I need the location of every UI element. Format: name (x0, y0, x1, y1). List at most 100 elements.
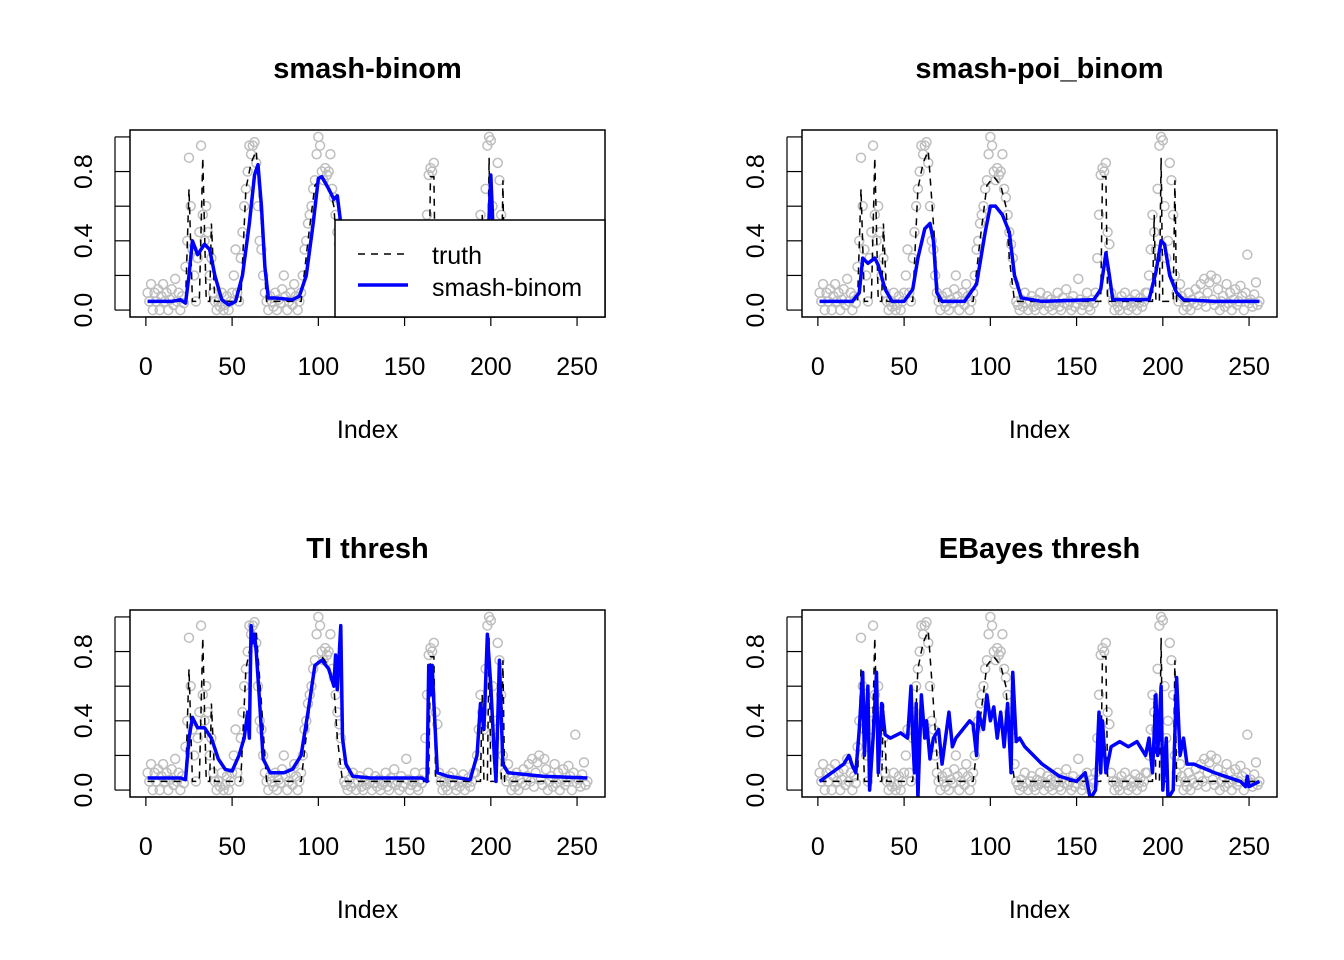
estimate-line (819, 204, 1260, 304)
panel-2: smash-poi_binom Index 0 50 100 150 200 250 0.0 0.… (742, 53, 1278, 444)
observed-point (319, 162, 331, 174)
observed-point (855, 632, 867, 643)
observed-point (380, 767, 391, 779)
observed-point (976, 209, 987, 221)
observed-point (960, 278, 972, 290)
observed-point (154, 304, 165, 316)
y-tick-label: 0.0 (742, 773, 770, 808)
observed-point (185, 680, 196, 692)
observed-point (145, 278, 157, 290)
observed-point (1060, 764, 1072, 775)
observed-point (228, 270, 240, 281)
x-axis-label: Index (1009, 896, 1071, 924)
observed-point (1133, 777, 1144, 789)
observed-point (819, 304, 831, 316)
observed-point (1088, 777, 1100, 789)
observed-point (157, 758, 169, 770)
observed-point (954, 304, 965, 316)
observed-point (1164, 157, 1175, 169)
observed-point (1104, 239, 1115, 250)
observed-point (540, 764, 552, 775)
truth-line (147, 630, 588, 783)
x-tick-label: 0 (811, 353, 825, 381)
y-tick-label: 0.0 (70, 293, 98, 328)
observed-point (163, 304, 174, 316)
observed-point (290, 770, 302, 782)
observed-point (256, 244, 267, 255)
estimate-line (147, 623, 588, 784)
observed-point (1242, 729, 1253, 740)
observed-point (845, 287, 856, 299)
x-tick-label: 250 (556, 353, 598, 381)
observed-point (195, 620, 207, 631)
observed-point (178, 297, 190, 309)
observed-point (867, 620, 879, 631)
observed-point (475, 209, 486, 221)
legend-entry-estimate: smash-binom (432, 274, 582, 302)
panel-title: TI thresh (306, 533, 428, 565)
panel-title: EBayes thresh (939, 533, 1141, 565)
observed-point (1166, 174, 1177, 186)
observed-point (962, 290, 974, 302)
observed-point (960, 758, 972, 770)
observed-point (423, 649, 434, 661)
observed-point (230, 244, 241, 255)
observed-point (214, 781, 226, 792)
observed-point (886, 781, 898, 792)
observed-point (1166, 654, 1177, 666)
observed-point (428, 637, 440, 649)
observed-point (910, 200, 922, 212)
observed-point (237, 226, 248, 238)
y-tick-label: 0.0 (742, 293, 770, 328)
observed-point (985, 611, 996, 623)
observed-point (890, 304, 901, 316)
observed-point (325, 148, 336, 160)
observed-point (230, 724, 241, 735)
observed-point (214, 301, 226, 312)
observed-point (1211, 273, 1222, 285)
observed-point (1212, 284, 1224, 295)
observed-point (826, 304, 837, 316)
observed-point (866, 226, 877, 238)
observed-point (981, 174, 993, 186)
x-tick-label: 100 (969, 833, 1011, 861)
observed-point (990, 174, 1001, 186)
observed-point (319, 642, 331, 654)
observed-point (202, 226, 214, 238)
observed-point (902, 244, 913, 255)
observed-point (195, 140, 207, 151)
x-tick-label: 150 (384, 353, 426, 381)
observed-point (1093, 209, 1105, 221)
observed-point (185, 200, 196, 212)
observed-point (973, 235, 984, 247)
observed-point (1174, 278, 1186, 290)
observed-point (570, 729, 581, 740)
observed-point (1119, 287, 1131, 299)
observed-point (1250, 757, 1262, 768)
y-tick-label: 0.8 (70, 634, 98, 669)
observed-point (311, 148, 322, 160)
observed-point (990, 654, 1001, 666)
observed-point (288, 278, 300, 290)
x-tick-label: 200 (470, 833, 512, 861)
x-tick-label: 100 (297, 353, 339, 381)
observed-point (1157, 135, 1169, 146)
truth-line (819, 630, 1260, 783)
observed-point (238, 200, 250, 212)
observed-point (1230, 764, 1241, 775)
observed-point (995, 646, 1006, 657)
observed-point (238, 680, 250, 692)
truth-line (819, 150, 1260, 303)
x-tick-label: 250 (1228, 353, 1270, 381)
x-axis-label: Index (337, 416, 399, 444)
observed-point (190, 776, 202, 787)
observed-point (862, 296, 874, 307)
observed-point (464, 781, 476, 792)
observed-point (991, 162, 1003, 174)
observed-point (314, 620, 326, 631)
observed-point (197, 689, 209, 701)
observed-point (459, 784, 471, 796)
observed-point (249, 136, 260, 148)
observed-point (314, 140, 326, 151)
observed-point (1000, 192, 1012, 203)
